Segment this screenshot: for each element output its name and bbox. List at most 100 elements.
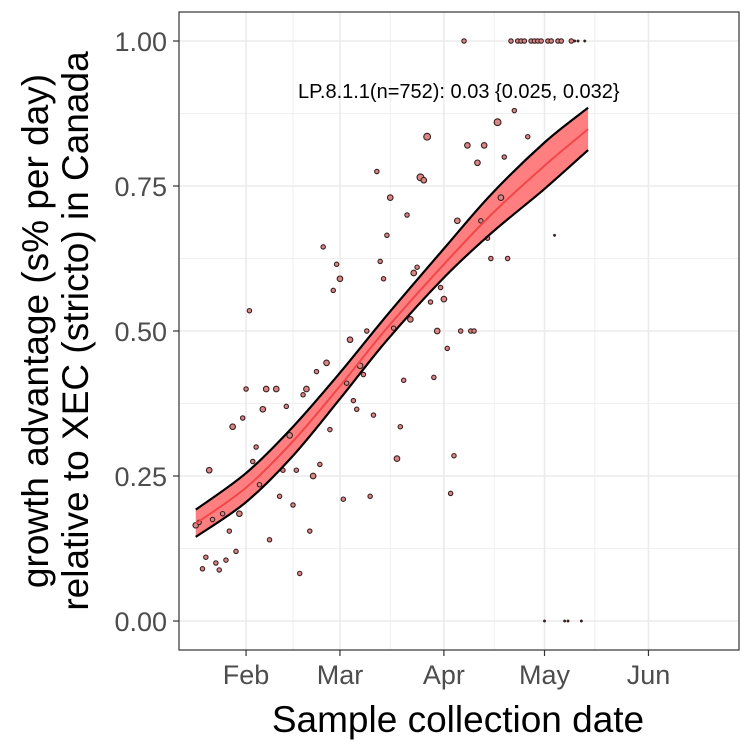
data-point	[327, 426, 333, 433]
x-tick-label: Mar	[317, 660, 364, 690]
upper-bound-line	[195, 106, 589, 511]
data-point	[543, 619, 547, 623]
x-tick-label: Apr	[423, 660, 465, 690]
data-point	[286, 432, 294, 439]
data-point	[480, 142, 488, 149]
y-tick-label: 0.75	[114, 172, 167, 202]
data-point	[423, 132, 432, 141]
data-point	[583, 39, 587, 43]
data-point	[400, 377, 407, 384]
data-point	[377, 258, 383, 265]
data-point	[283, 403, 290, 410]
data-point	[346, 336, 354, 344]
data-point	[397, 423, 404, 430]
data-point	[199, 566, 206, 572]
data-point	[386, 194, 394, 201]
data-point	[309, 472, 317, 480]
data-point	[239, 415, 246, 421]
data-point	[333, 261, 340, 268]
data-point	[566, 619, 570, 623]
data-point	[323, 359, 330, 367]
data-point	[497, 194, 505, 201]
data-point	[558, 38, 565, 44]
data-point	[343, 380, 350, 386]
data-point	[390, 325, 397, 331]
data-point	[444, 345, 451, 352]
data-point	[353, 406, 360, 413]
data-point	[451, 452, 457, 459]
data-point	[508, 38, 514, 44]
data-point	[573, 39, 577, 43]
data-point	[374, 168, 380, 175]
data-point	[524, 133, 531, 140]
data-point	[276, 493, 283, 500]
data-point	[256, 481, 263, 488]
data-point	[300, 392, 306, 398]
data-point	[370, 412, 377, 418]
data-point	[478, 218, 484, 224]
data-point	[296, 570, 303, 577]
x-axis: Feb Mar Apr May Jun	[223, 650, 670, 690]
data-point	[340, 496, 347, 502]
data-point	[504, 255, 511, 262]
data-point	[414, 264, 420, 270]
x-tick-label: May	[519, 660, 571, 690]
data-point	[511, 107, 518, 114]
data-point	[431, 374, 437, 381]
y-tick-label: 0.25	[114, 462, 167, 492]
data-point	[364, 328, 370, 334]
y-axis-title-line-2: relative to XEC (stricto) in Canada	[55, 51, 96, 611]
data-point	[223, 557, 229, 563]
fit-line-layer	[195, 106, 589, 538]
data-point	[313, 368, 320, 375]
data-point	[272, 385, 280, 393]
data-point	[548, 38, 554, 44]
data-point	[440, 295, 448, 303]
x-tick-label: Jun	[627, 660, 671, 690]
data-point	[209, 516, 216, 523]
data-point	[461, 38, 467, 44]
data-point	[380, 276, 387, 282]
data-point	[568, 38, 575, 44]
data-point	[538, 38, 544, 44]
lower-bound-line	[195, 149, 589, 538]
y-axis-title-line-1: growth advantage (s% per day)	[15, 74, 56, 588]
data-point	[457, 328, 464, 334]
data-point	[229, 423, 237, 431]
data-point	[213, 560, 219, 566]
data-point	[250, 458, 256, 465]
data-point	[521, 38, 528, 44]
data-point	[427, 299, 434, 305]
data-point	[488, 255, 494, 262]
data-point	[226, 528, 233, 534]
data-point	[563, 619, 567, 623]
data-point	[493, 118, 502, 127]
data-point	[253, 444, 259, 450]
data-point	[303, 385, 310, 393]
data-point	[471, 328, 477, 334]
data-point	[474, 159, 481, 167]
data-point	[576, 39, 580, 43]
data-point	[320, 244, 326, 250]
data-point	[553, 233, 557, 237]
data-point	[219, 510, 226, 517]
y-tick-label: 0.50	[114, 317, 167, 347]
data-point	[350, 397, 357, 404]
fit-line	[195, 128, 589, 525]
data-point	[437, 284, 444, 291]
data-point	[453, 217, 461, 225]
data-point	[246, 307, 253, 314]
data-point	[579, 619, 583, 623]
data-point	[307, 528, 313, 534]
data-point	[336, 275, 344, 283]
data-point	[243, 386, 249, 392]
data-point	[407, 316, 414, 323]
data-point	[420, 176, 428, 184]
data-point	[360, 371, 367, 378]
data-point	[293, 467, 300, 473]
data-point	[259, 405, 267, 413]
data-point	[433, 327, 441, 335]
data-point	[205, 466, 213, 474]
data-point	[262, 385, 270, 393]
